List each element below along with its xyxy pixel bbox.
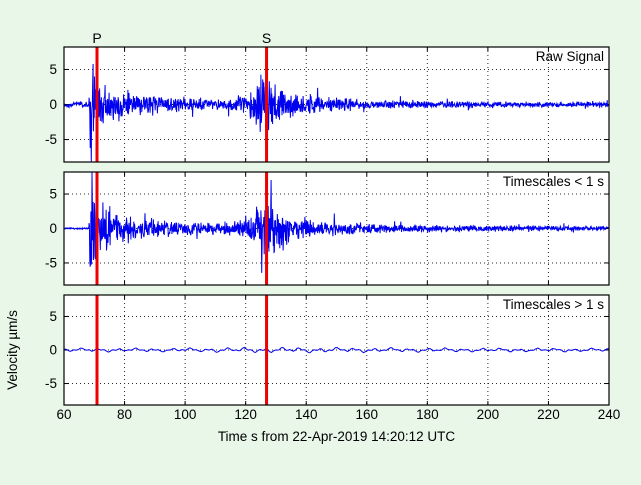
y-tick-label: -5 [45,255,57,270]
x-tick-label: 240 [598,407,621,422]
p-arrival-label: P [92,30,101,46]
x-tick-label: 120 [234,407,257,422]
x-tick-label: 200 [477,407,500,422]
y-tick-label: 0 [49,343,57,358]
x-tick-label: 80 [117,407,132,422]
axis-frame [63,46,610,163]
y-tick-label: 0 [49,97,57,112]
x-tick-label: 220 [537,407,560,422]
y-tick-label: 5 [49,309,57,324]
waveform-trace [64,171,610,273]
waveform-trace [63,346,610,354]
x-tick-label: 180 [416,407,439,422]
y-tick-label: 0 [49,221,57,236]
panel-2: 5 0 -5 [45,294,610,406]
x-tick-label: 60 [56,407,71,422]
axis-frame [63,171,610,286]
panels-root: 5 0 -5 5 0 -5 5 0 -5 60 80 100 120 140 160 180 200 220 240 [45,46,621,422]
y-tick-label: 5 [49,62,57,77]
panel-0: 5 0 -5 [45,46,610,163]
panel-title-timescales-gt-1s: Timescales > 1 s [503,297,604,312]
y-tick-label: 5 [49,187,57,202]
axis-frame [63,294,610,406]
waveform-trace [63,63,610,163]
x-tick-label: 100 [174,407,197,422]
panel-1: 5 0 -5 [45,171,610,286]
x-axis-label: Time s from 22-Apr-2019 14:20:12 UTC [218,429,456,444]
panel-title-timescales-lt-1s: Timescales < 1 s [503,174,604,189]
y-tick-label: -5 [45,132,57,147]
panel-title-raw-signal: Raw Signal [536,49,604,64]
y-tick-label: -5 [45,376,57,391]
y-axis-label: Velocity µm/s [5,310,20,390]
x-tick-label: 160 [356,407,379,422]
x-tick-label: 140 [295,407,318,422]
s-arrival-label: S [262,30,271,46]
